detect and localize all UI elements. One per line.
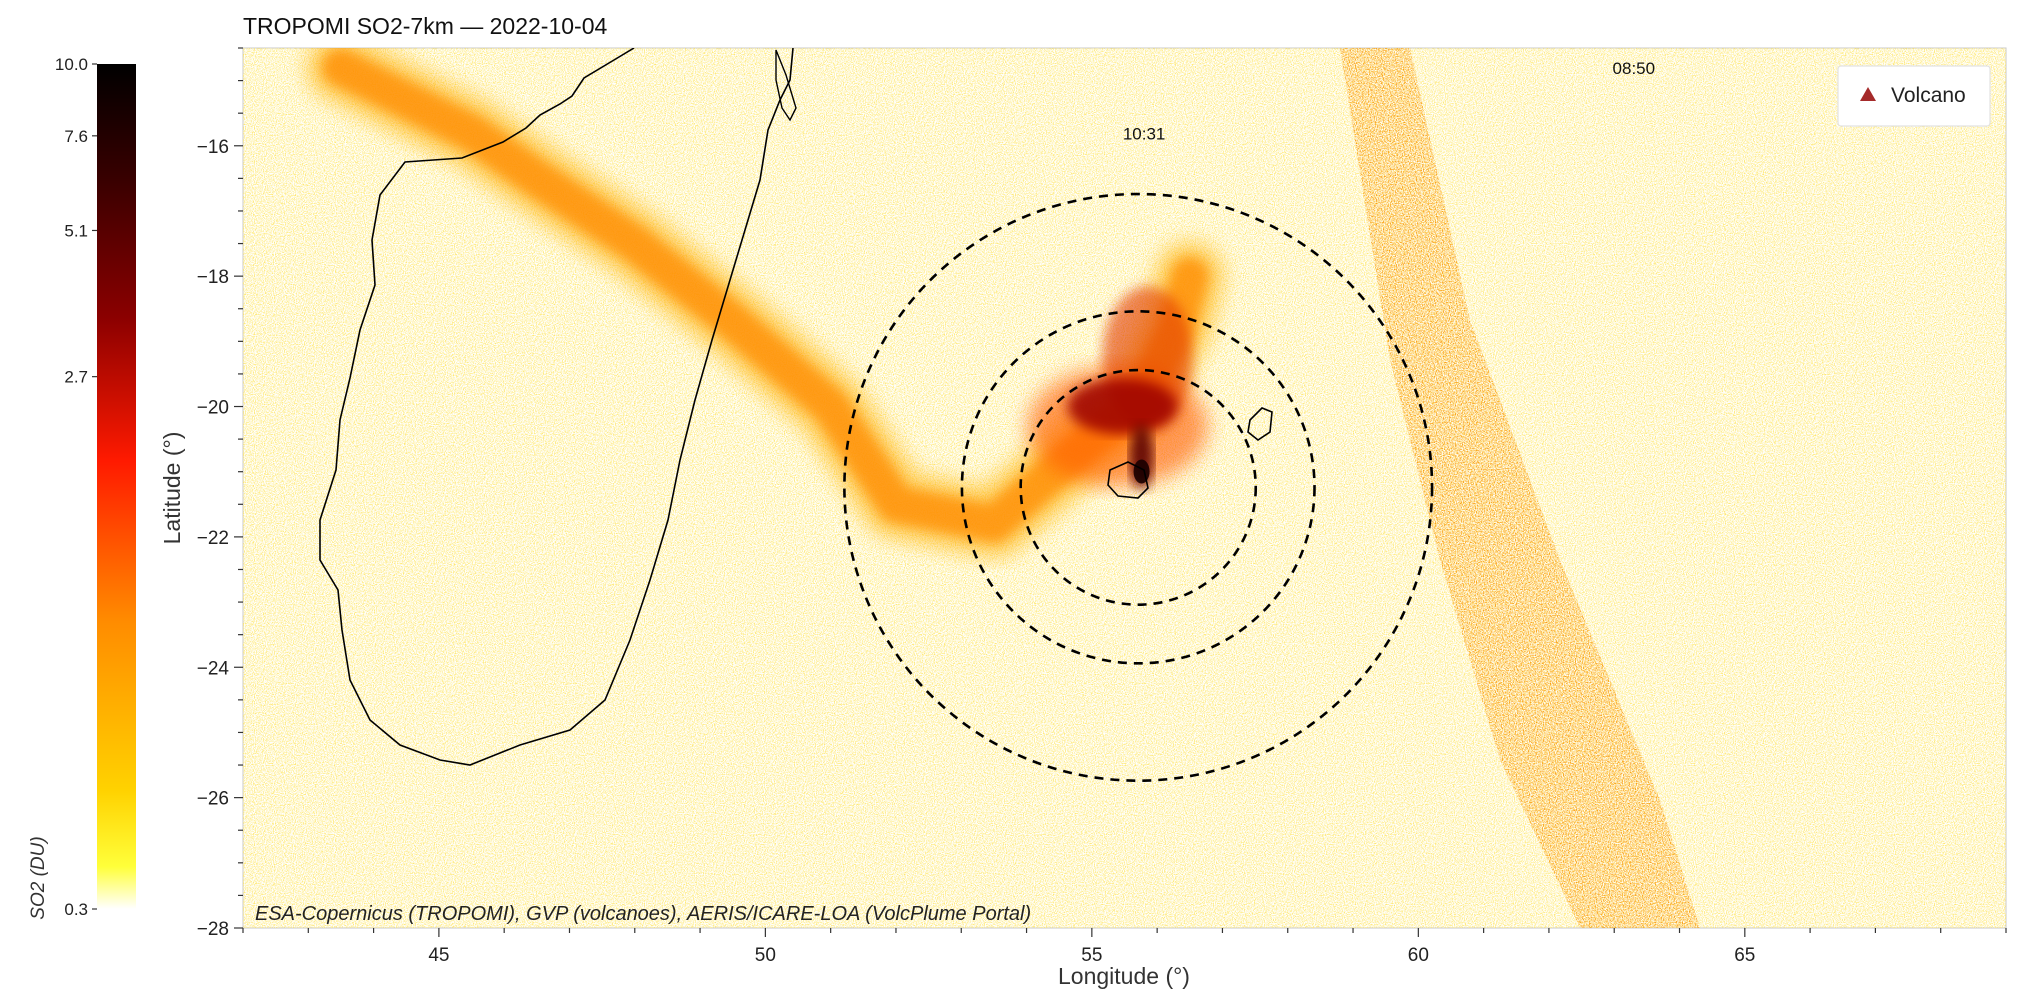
volcano-marker-icon: [1860, 87, 1876, 101]
orbit-time-label: 08:50: [1613, 59, 1656, 78]
x-tick-label: 45: [428, 945, 449, 966]
y-axis-ticks: −16 −18 −20 −22 −24 −26 −28: [197, 47, 243, 940]
range-ring: [843, 192, 1434, 782]
colorbar-tick-label: 7.6: [64, 127, 88, 146]
y-tick-label: −22: [197, 528, 229, 549]
x-axis-label: Longitude (°): [1058, 963, 1190, 989]
range-ring: [1019, 368, 1258, 606]
legend-label-volcano: Volcano: [1891, 84, 1966, 107]
y-tick-label: −26: [197, 789, 229, 810]
madagascar-coastline: [319, 48, 794, 766]
map-plot-area: 10:31 08:50 45 50 55 60 65 −16 −18 −20 −22 −24 −26…: [197, 47, 2007, 966]
x-tick-label: 65: [1734, 945, 1755, 966]
x-axis-ticks: 45 50 55 60 65: [242, 928, 2007, 966]
legend: Volcano: [1837, 65, 1991, 127]
colorbar: 10.0 7.6 5.1 2.7 0.3 SO2 (DU): [28, 55, 136, 920]
x-tick-label: 50: [755, 945, 776, 966]
orbit-time-label: 10:31: [1123, 124, 1166, 143]
y-tick-label: −20: [197, 398, 229, 419]
colorbar-gradient: [97, 64, 136, 909]
chart-title: TROPOMI SO2-7km — 2022-10-04: [243, 13, 607, 39]
reunion-coastline: [1107, 461, 1149, 499]
y-tick-label: −24: [197, 658, 230, 679]
colorbar-tick-label: 2.7: [64, 368, 88, 387]
range-ring: [960, 310, 1316, 665]
legend-box: [1837, 65, 1991, 127]
so2-swath-band: [1340, 48, 1700, 928]
so2-plume-core: [1027, 286, 1208, 489]
plume-peak: [1133, 459, 1150, 484]
y-axis-label: Latitude (°): [159, 432, 185, 545]
orbit-time-annotations: 10:31 08:50: [1123, 59, 1655, 143]
comoros-coastline: [775, 49, 797, 122]
colorbar-tick-label: 10.0: [55, 55, 88, 74]
y-tick-label: −16: [197, 137, 229, 158]
range-rings: [843, 192, 1434, 782]
y-tick-label: −28: [197, 919, 229, 940]
colorbar-tick-label: 5.1: [64, 221, 88, 240]
attribution-text: ESA-Copernicus (TROPOMI), GVP (volcanoes…: [255, 903, 1031, 925]
colorbar-tick-label: 0.3: [64, 900, 88, 919]
colorbar-label: SO2 (DU): [28, 836, 49, 919]
y-tick-label: −18: [197, 267, 229, 288]
mauritius-coastline: [1247, 407, 1273, 441]
plume-dense-core: [1067, 378, 1178, 435]
colorbar-ticks: 10.0 7.6 5.1 2.7 0.3: [55, 55, 97, 919]
x-tick-label: 60: [1408, 945, 1429, 966]
x-tick-label: 55: [1081, 945, 1102, 966]
